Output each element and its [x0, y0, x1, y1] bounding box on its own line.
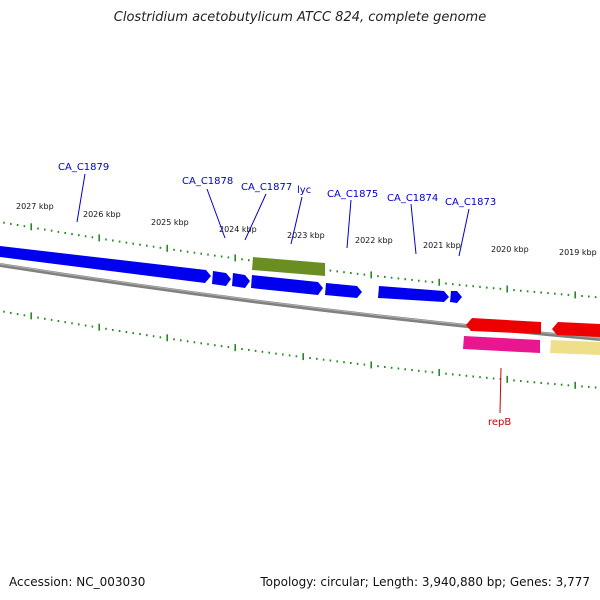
scale-label-2020: 2020 kbp — [491, 245, 529, 254]
leader-CA_C1874 — [410, 203, 417, 255]
label-CA_C1875[interactable]: CA_C1875 — [327, 189, 378, 200]
label-leaders — [76, 173, 470, 257]
forward-gene-track — [0, 246, 462, 303]
label-CA_C1878[interactable]: CA_C1878 — [182, 176, 233, 187]
leader-repB — [499, 367, 502, 414]
gene-CA_C1879[interactable] — [0, 246, 211, 283]
scale-label-2025: 2025 kbp — [151, 218, 189, 227]
scale-label-2026: 2026 kbp — [83, 210, 121, 219]
scale-label-2024: 2024 kbp — [219, 225, 257, 234]
reverse-gene-track — [466, 318, 600, 337]
label-CA_C1877[interactable]: CA_C1877 — [241, 182, 292, 193]
leader-CA_C1877 — [244, 193, 267, 241]
label-CA_C1873[interactable]: CA_C1873 — [445, 197, 496, 208]
scale-label-2019: 2019 kbp — [559, 248, 597, 257]
gene-reverse-1[interactable] — [466, 318, 541, 334]
gene-CA_C1878[interactable] — [212, 271, 231, 286]
gene-CA_C1875[interactable] — [325, 283, 362, 298]
scale-label-2022: 2022 kbp — [355, 236, 393, 245]
scale-ruler-inner — [3, 310, 597, 389]
leader-CA_C1875 — [346, 199, 352, 249]
gene-reverse-2[interactable] — [552, 322, 600, 337]
label-lyc[interactable]: lyc — [297, 185, 311, 196]
scale-label-2021: 2021 kbp — [423, 241, 461, 250]
scale-ruler-outer — [3, 221, 597, 299]
leader-CA_C1879 — [76, 173, 86, 223]
feature-pale[interactable] — [550, 340, 600, 355]
map-title: Clostridium acetobutylicum ATCC 824, com… — [113, 10, 487, 25]
topology-summary-text: Topology: circular; Length: 3,940,880 bp… — [260, 575, 590, 589]
feature-olive[interactable] — [252, 257, 325, 276]
leader-lyc — [290, 196, 303, 245]
label-repB[interactable]: repB — [488, 417, 511, 428]
gene-CA_C1877[interactable] — [232, 273, 250, 288]
leader-CA_C1878 — [206, 188, 226, 239]
gene-CA_C1874[interactable] — [378, 286, 449, 302]
gene-CA_C1873[interactable] — [450, 291, 462, 303]
label-CA_C1874[interactable]: CA_C1874 — [387, 193, 438, 204]
scale-label-2023: 2023 kbp — [287, 231, 325, 240]
accession-text: Accession: NC_003030 — [9, 575, 146, 589]
scale-label-2027: 2027 kbp — [16, 202, 54, 211]
feature-repB[interactable] — [463, 336, 540, 353]
gene-lyc[interactable] — [251, 275, 323, 295]
leader-CA_C1873 — [458, 208, 470, 257]
label-CA_C1879[interactable]: CA_C1879 — [58, 162, 109, 173]
